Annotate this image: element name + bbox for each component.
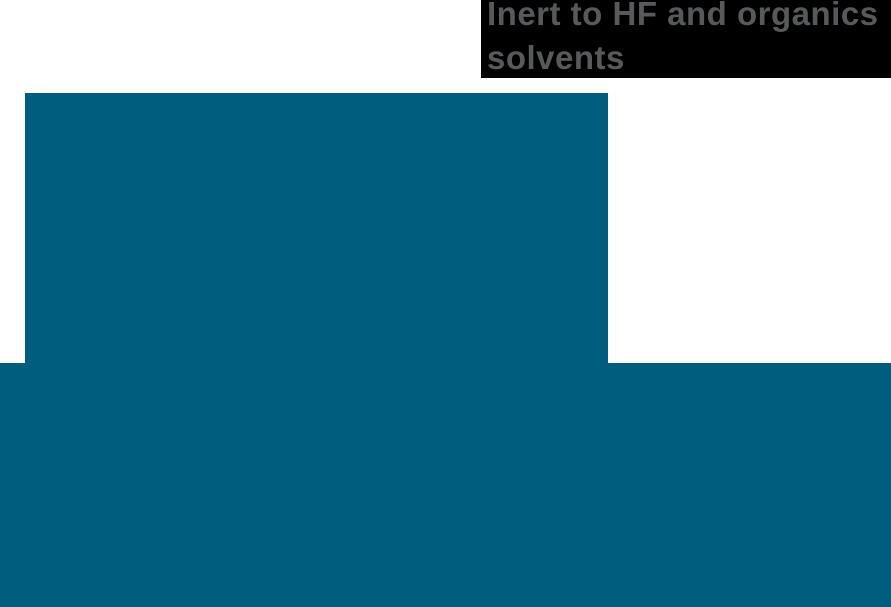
teal-panel-lower [0,363,891,607]
callout-text: Inert to HF and organics solvents [481,0,891,78]
callout-text-line-1: Inert to HF and organics [487,0,879,32]
teal-panel-upper [25,93,608,363]
callout-text-line-2: solvents [487,39,625,76]
callout-label: Inert to HF and organics solvents [481,0,891,78]
